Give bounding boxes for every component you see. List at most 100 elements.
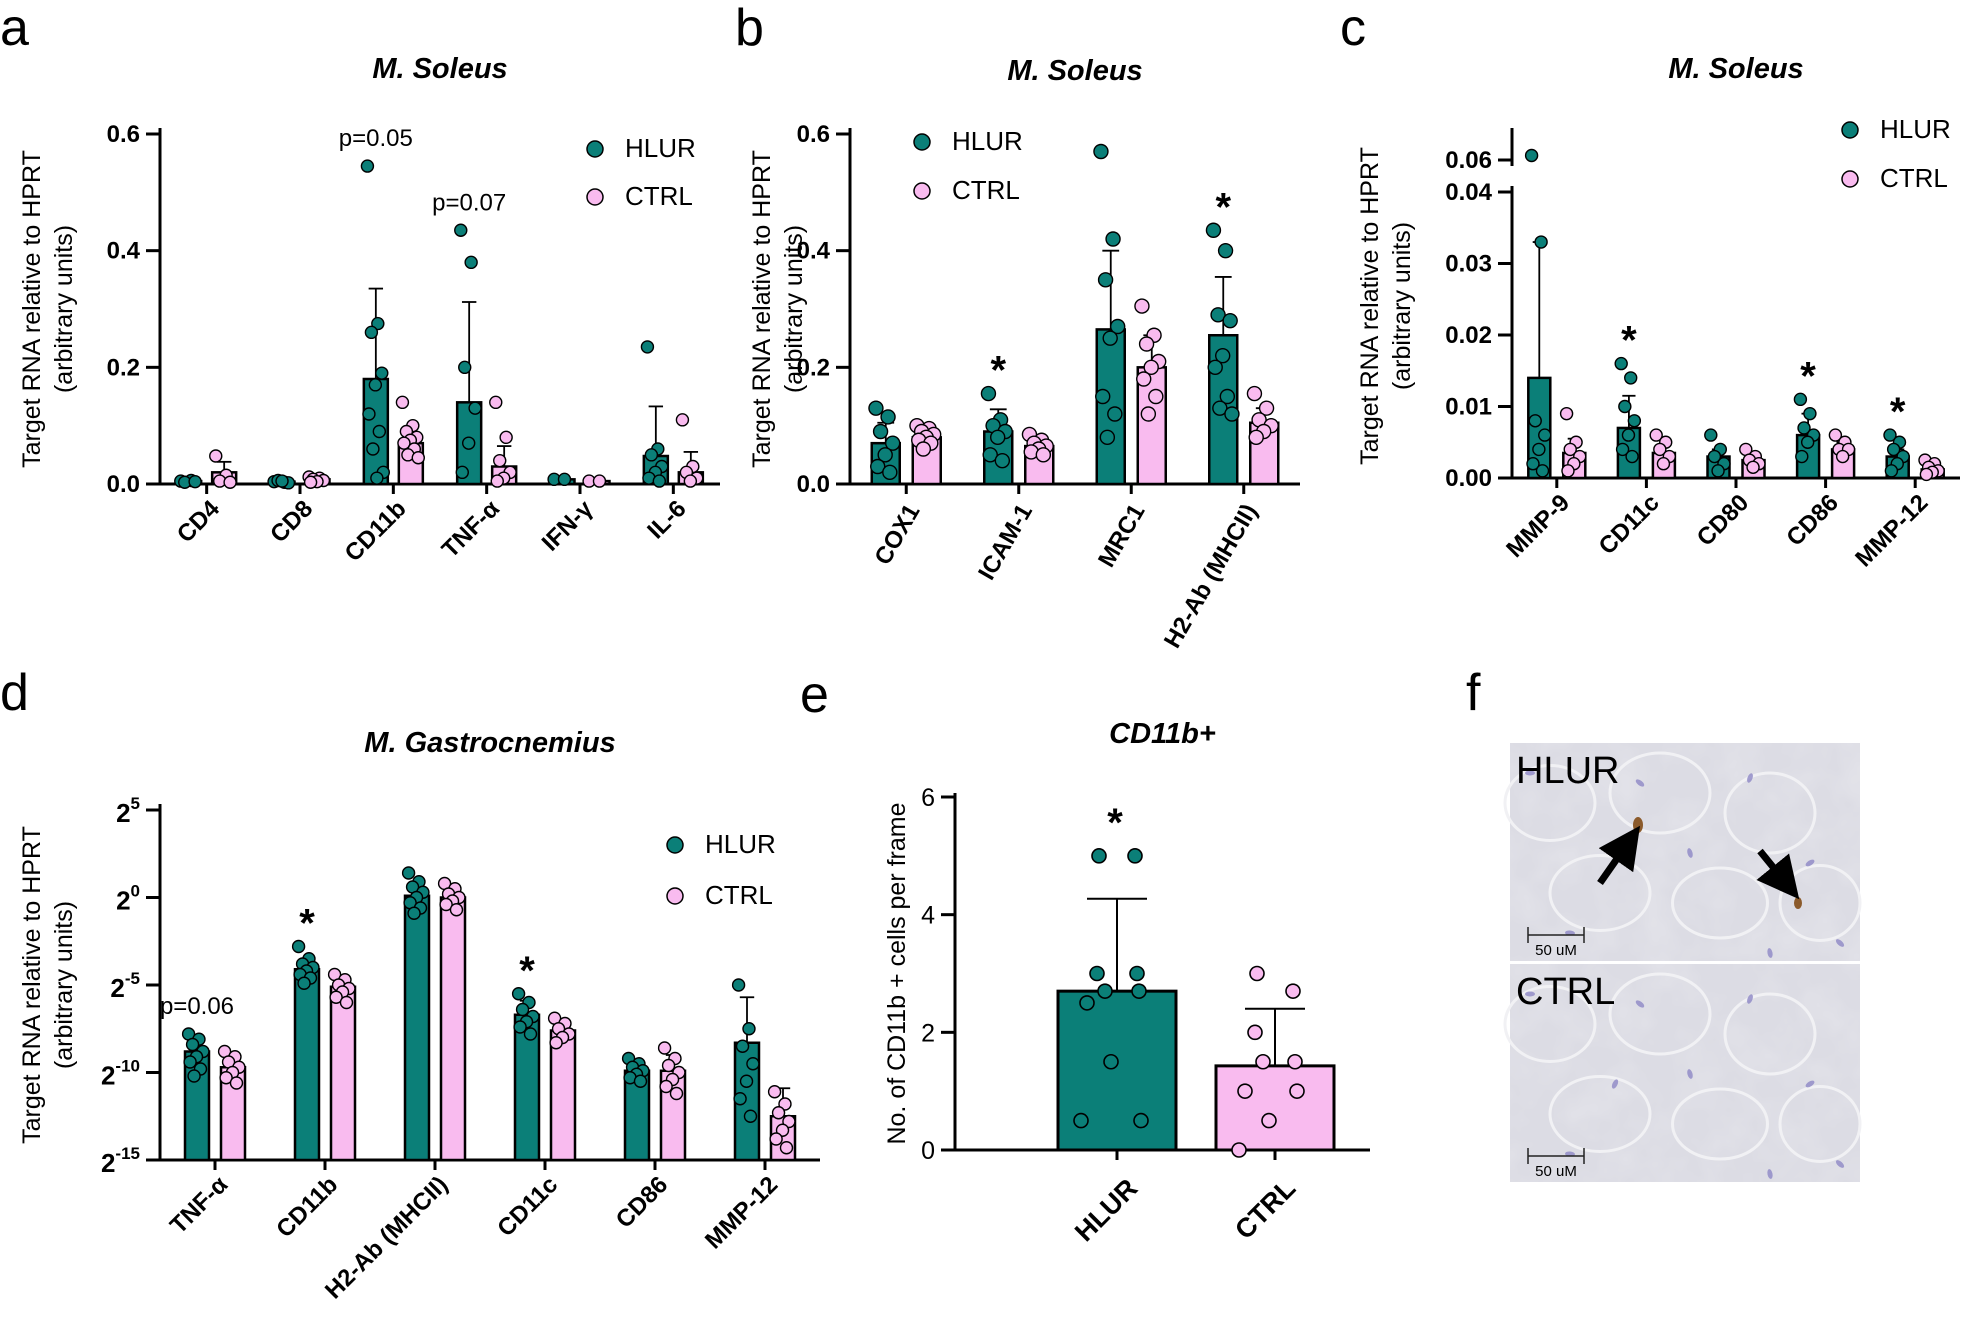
data-point xyxy=(223,475,237,489)
legend-label-hlur: HLUR xyxy=(952,126,1023,156)
data-point xyxy=(407,906,421,920)
data-point xyxy=(291,939,306,954)
data-point xyxy=(1534,235,1548,249)
nucleus xyxy=(1525,770,1535,776)
arrow-icon xyxy=(1756,848,1800,900)
data-point xyxy=(370,471,384,485)
panel-letter: d xyxy=(0,664,29,722)
y-axis-label: Target RNA relative to HPRT xyxy=(1356,147,1384,465)
y-axis-label: Target RNA relative to HPRT xyxy=(18,150,46,468)
x-tick-label: CD8 xyxy=(265,495,318,548)
nucleus xyxy=(1805,859,1815,867)
data-point xyxy=(652,474,667,488)
data-point xyxy=(769,1132,783,1146)
data-point xyxy=(1222,312,1238,329)
nucleus xyxy=(1835,939,1845,947)
cell-outline xyxy=(1723,992,1817,1076)
data-point xyxy=(1249,965,1265,982)
bar-ctrl xyxy=(1214,1064,1336,1152)
y-axis-label: (arbitrary units) xyxy=(50,225,78,393)
tick-base: 2 xyxy=(116,798,130,828)
panel-letter: b xyxy=(735,0,764,57)
data-point xyxy=(229,1076,244,1090)
significance-star: * xyxy=(519,949,535,993)
data-point xyxy=(1884,464,1899,478)
nucleus xyxy=(1747,994,1753,1004)
tick-base: 2 xyxy=(101,1148,115,1178)
tick-base: 2 xyxy=(116,886,130,916)
x-tick-label: CD86 xyxy=(611,1171,673,1233)
data-point xyxy=(731,978,746,992)
legend-label-ctrl: CTRL xyxy=(952,175,1020,205)
data-point xyxy=(339,995,354,1010)
data-point xyxy=(557,472,572,487)
legend-label-ctrl: CTRL xyxy=(1880,163,1948,193)
data-point xyxy=(1231,1142,1247,1158)
nucleus xyxy=(1835,1160,1845,1168)
data-point xyxy=(1207,359,1223,376)
data-point xyxy=(1653,442,1667,457)
y-tick-label: 0.2 xyxy=(107,354,140,381)
y-tick-label: 2-5 xyxy=(110,969,140,1003)
data-point xyxy=(1140,406,1157,422)
nucleus xyxy=(1767,948,1773,958)
data-point xyxy=(490,474,504,488)
chart-title: M. Gastrocnemius xyxy=(364,727,615,759)
data-point xyxy=(219,1071,233,1085)
bar-CD11b-HLUR xyxy=(293,968,321,1162)
cell-outline xyxy=(1503,985,1597,1063)
data-point xyxy=(1649,428,1663,442)
tick-exponent: 5 xyxy=(131,794,140,813)
data-point xyxy=(1287,1053,1303,1070)
data-point xyxy=(513,1020,527,1034)
data-point xyxy=(1097,983,1113,999)
data-point xyxy=(1711,464,1725,478)
data-point xyxy=(1134,298,1150,314)
data-point xyxy=(659,1079,673,1094)
data-point xyxy=(397,436,411,450)
data-point xyxy=(1131,983,1147,999)
data-point xyxy=(366,442,380,456)
data-point xyxy=(187,1069,201,1083)
data-point xyxy=(183,1055,197,1069)
data-point xyxy=(735,1039,750,1053)
data-point xyxy=(739,1074,754,1088)
significance-star: * xyxy=(1621,319,1637,363)
data-point xyxy=(362,407,376,421)
bar-CD11c-CTRL xyxy=(549,1029,577,1162)
cell-outline xyxy=(1503,764,1597,842)
data-point xyxy=(733,1092,747,1106)
data-point xyxy=(1248,429,1264,446)
y-tick-label: 0.4 xyxy=(797,238,831,265)
data-point xyxy=(1621,428,1636,442)
y-tick-label: 0.6 xyxy=(107,121,140,148)
nucleus xyxy=(1611,1079,1619,1089)
panel-f: f HLUR 50 uM CTRL 50 uM xyxy=(1466,664,1862,1182)
legend-label-ctrl: CTRL xyxy=(705,880,773,910)
tick-base: 2 xyxy=(101,1061,115,1091)
legend-marker-ctrl xyxy=(586,188,604,206)
data-point xyxy=(401,866,416,880)
legend-marker-ctrl xyxy=(666,887,684,905)
y-axis-label: (arbitrary units) xyxy=(50,901,78,1069)
nucleus xyxy=(1767,1169,1773,1179)
data-point xyxy=(1079,995,1095,1011)
data-point xyxy=(464,255,478,270)
y-tick-label: 0.04 xyxy=(1445,179,1492,206)
panel-letter: f xyxy=(1466,664,1481,722)
legend-marker-hlur xyxy=(913,133,931,151)
data-point xyxy=(1704,428,1718,442)
x-tick-label: ICAM-1 xyxy=(973,500,1038,585)
data-point xyxy=(1258,400,1275,416)
data-point xyxy=(1103,1053,1119,1070)
data-point xyxy=(779,1141,794,1155)
x-tick-label: MMP-12 xyxy=(700,1171,783,1254)
data-point xyxy=(1656,457,1671,471)
y-tick-label: 25 xyxy=(116,794,140,828)
x-tick-label: COX1 xyxy=(869,500,925,570)
p-value-annotation: p=0.06 xyxy=(160,993,234,1020)
data-point xyxy=(297,976,311,990)
x-tick-label: HLUR xyxy=(1069,1173,1143,1247)
nucleus xyxy=(1635,779,1645,787)
data-point xyxy=(368,378,383,392)
